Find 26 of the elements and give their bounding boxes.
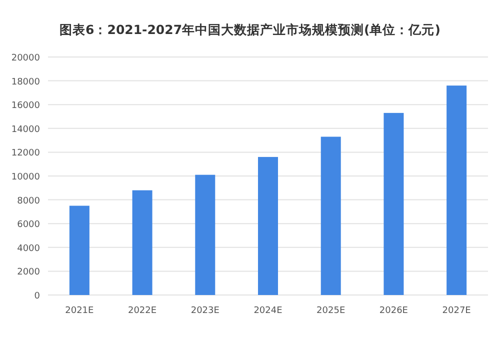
x-tick-label: 2023E <box>190 306 220 316</box>
y-tick-label: 0 <box>34 292 40 302</box>
bar <box>195 174 216 295</box>
bar <box>69 206 90 295</box>
y-tick-label: 12000 <box>11 148 40 159</box>
y-tick-label: 6000 <box>17 220 40 230</box>
y-tick-label: 8000 <box>17 196 40 206</box>
y-tick-label: 18000 <box>11 77 40 88</box>
bar <box>384 112 404 295</box>
y-tick-label: 14000 <box>11 124 40 135</box>
bar <box>132 190 152 295</box>
y-tick-label: 4000 <box>17 244 40 254</box>
y-tick-label: 16000 <box>11 101 40 112</box>
y-tick-label: 2000 <box>17 268 40 278</box>
x-tick-label: 2024E <box>254 306 283 316</box>
x-tick-label: 2026E <box>379 306 408 316</box>
x-tick-label: 2021E <box>65 306 94 316</box>
chart-title: 图表6：2021-2027年中国大数据产业市场规模预测(单位：亿元) <box>60 22 440 37</box>
y-tick-label: 20000 <box>11 54 40 64</box>
bar <box>446 86 467 295</box>
x-tick-label: 2025E <box>316 306 346 316</box>
x-tick-label: 2027E <box>442 306 472 316</box>
bar <box>258 156 278 295</box>
x-tick-label: 2022E <box>128 306 157 316</box>
bar <box>320 136 341 295</box>
y-tick-label: 10000 <box>11 172 40 182</box>
